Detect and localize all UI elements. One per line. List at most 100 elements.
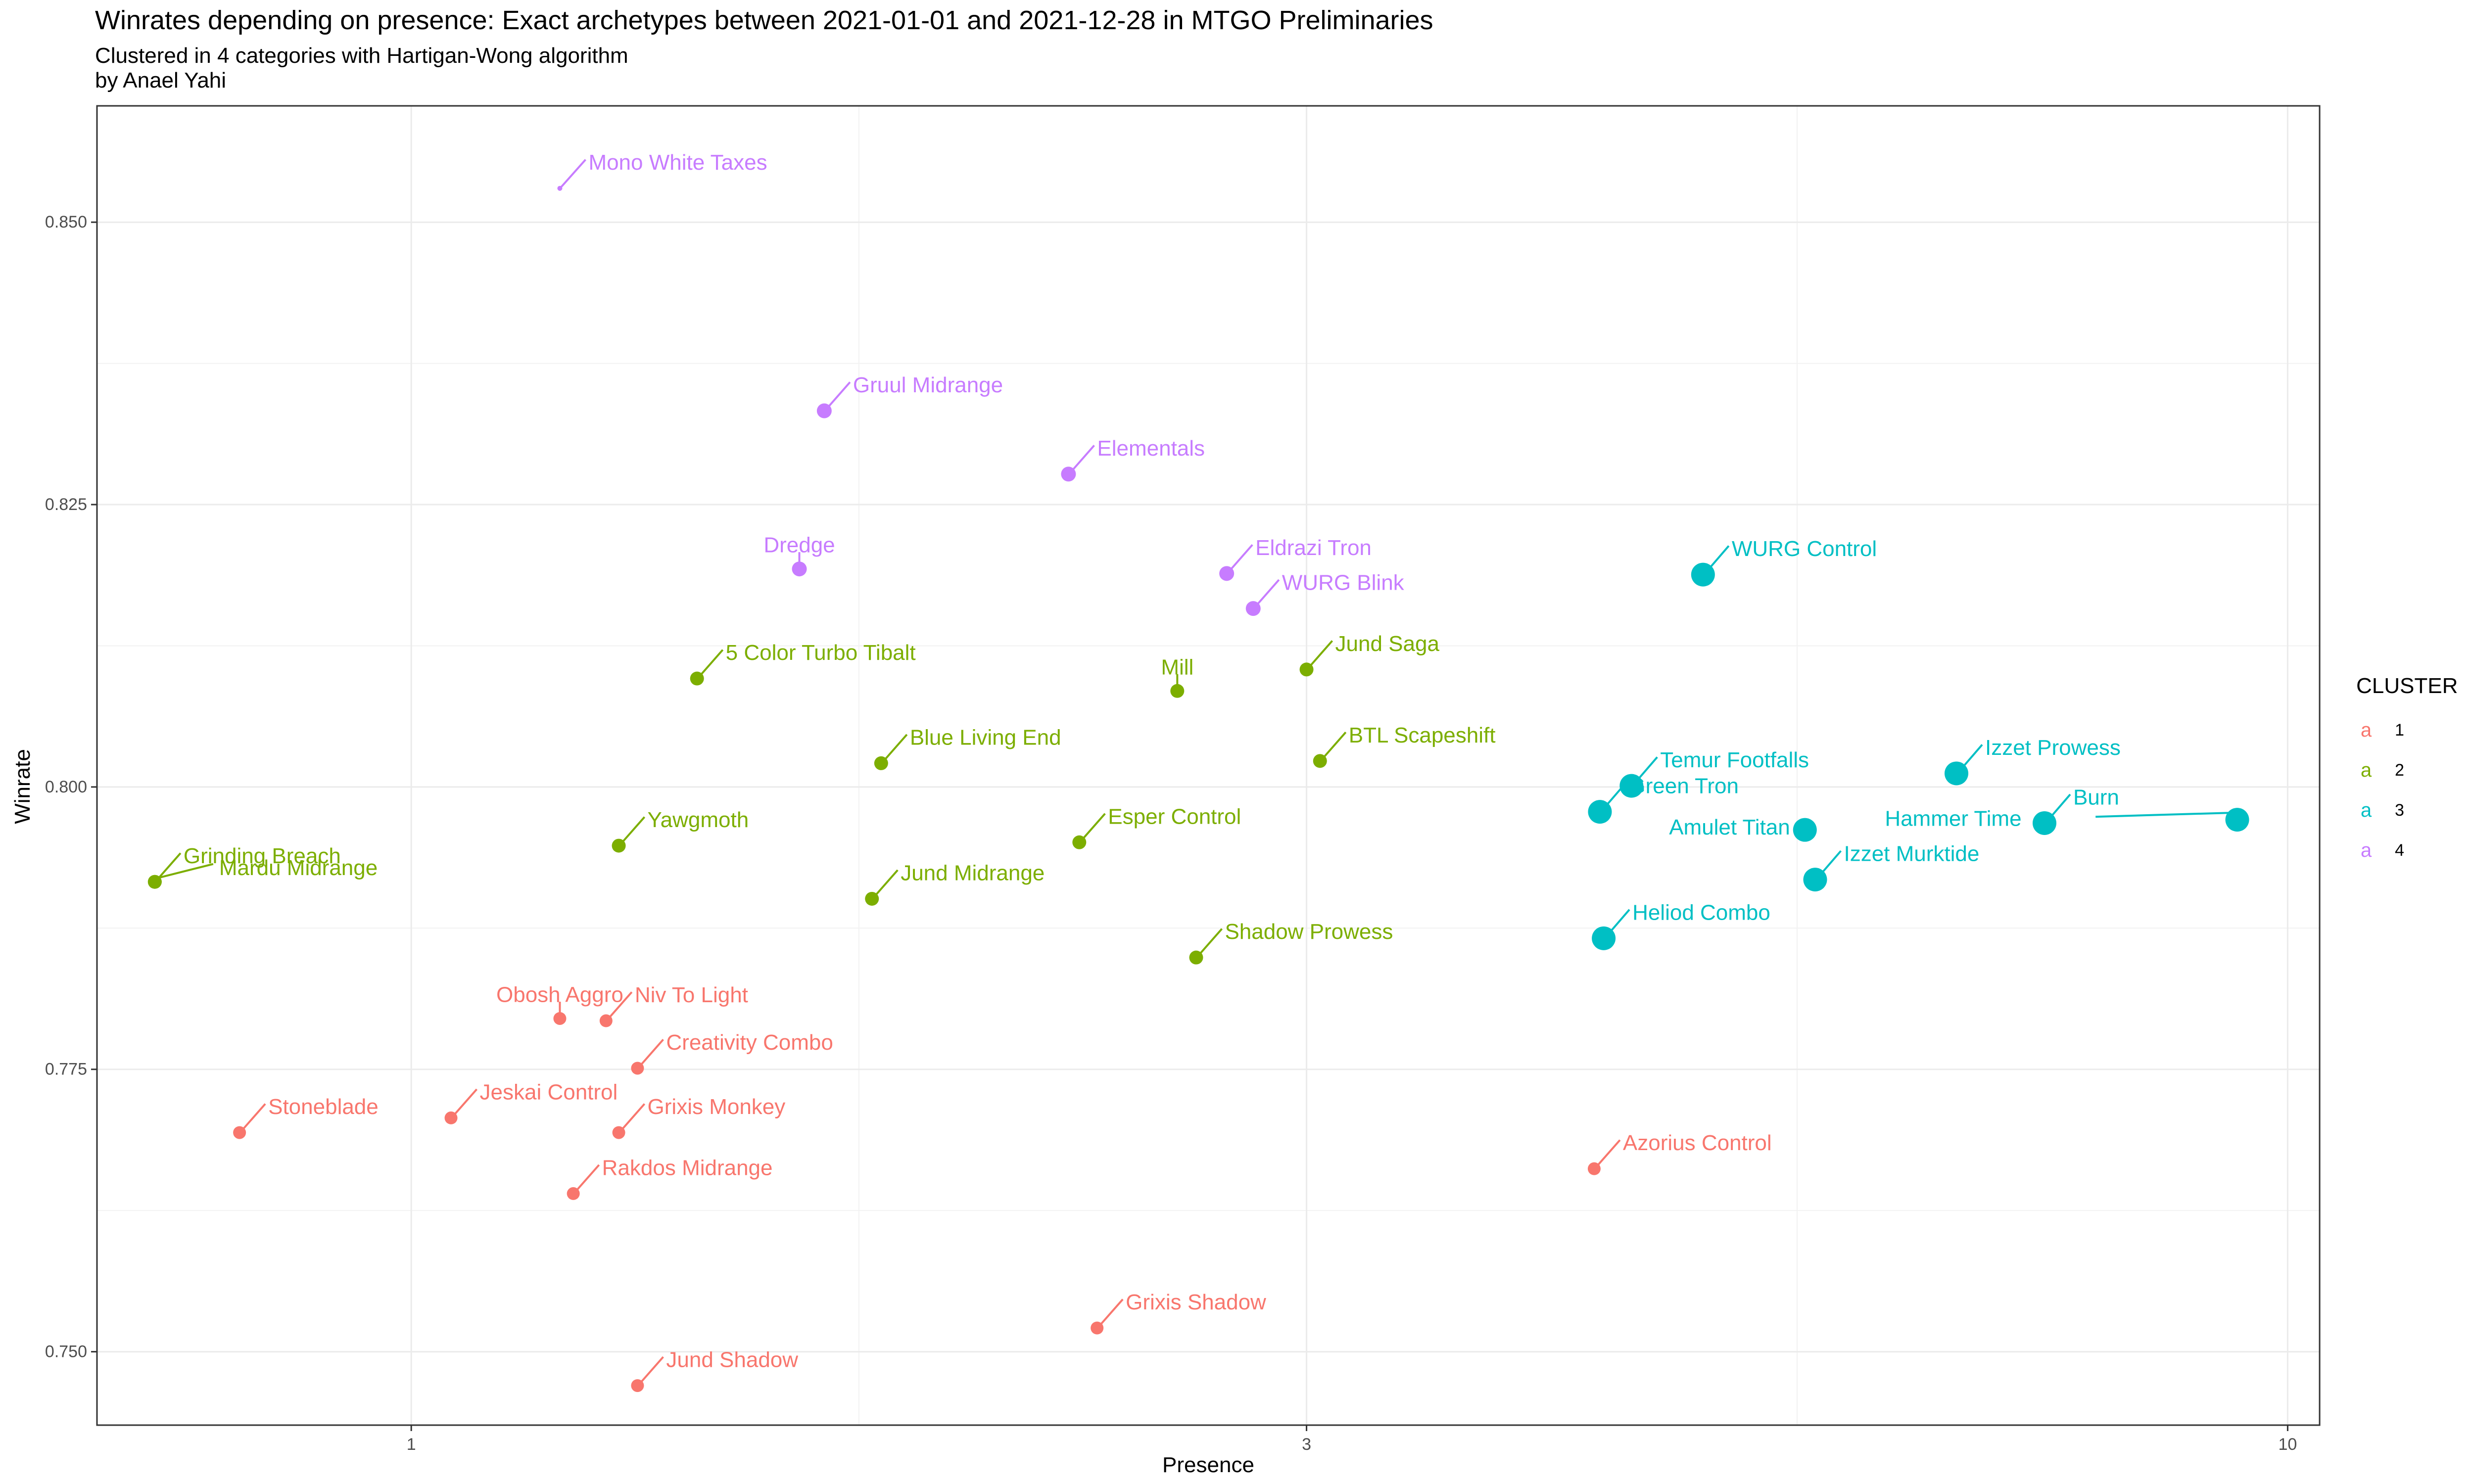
legend-key: a (2360, 759, 2372, 781)
point-label: Jund Midrange (901, 861, 1045, 885)
point-label: Mill (1161, 655, 1193, 679)
label-leader (1709, 545, 1730, 568)
data-point (599, 1014, 613, 1027)
data-point (1313, 754, 1327, 768)
label-leader (242, 1103, 266, 1130)
point-label: Azorius Control (1623, 1131, 1772, 1155)
x-axis-label: Presence (1162, 1453, 1254, 1477)
subtitle-line-2: by Anael Yahi (95, 68, 227, 93)
point-label: Izzet Murktide (1844, 842, 1979, 866)
subtitle-line-1: Clustered in 4 categories with Hartigan-… (95, 44, 628, 68)
point-label: Eldrazi Tron (1255, 536, 1372, 560)
point-label: 5 Color Turbo Tibalt (726, 641, 916, 665)
point-label: Amulet Titan (1669, 815, 1790, 839)
label-leader (828, 381, 851, 407)
y-tick-label: 0.750 (45, 1343, 87, 1361)
point-label: Jeskai Control (480, 1080, 618, 1104)
point-label: WURG Blink (1282, 571, 1405, 595)
point-label: Shadow Prowess (1225, 920, 1393, 944)
data-point (1587, 1162, 1601, 1175)
data-point (233, 1126, 246, 1139)
point-label: Mono White Taxes (588, 150, 767, 175)
label-leader (158, 863, 214, 879)
data-point (1588, 800, 1612, 824)
data-point (1091, 1321, 1104, 1335)
label-leader (1083, 813, 1106, 839)
point-label: Niv To Light (635, 983, 748, 1007)
label-leader (609, 991, 633, 1018)
legend-label: 1 (2395, 721, 2404, 740)
x-tick-label: 10 (2278, 1435, 2297, 1454)
point-label: Izzet Prowess (1985, 736, 2121, 760)
label-leader (1610, 909, 1630, 932)
point-label: Rakdos Midrange (602, 1156, 773, 1180)
data-point (1189, 950, 1203, 965)
legend-label: 4 (2395, 841, 2404, 860)
data-point (874, 756, 888, 770)
point-label: WURG Control (1732, 537, 1877, 561)
label-leader (875, 869, 899, 895)
panel-border (96, 105, 2321, 1426)
y-tick-label: 0.775 (45, 1060, 87, 1079)
point-label: Elementals (1097, 436, 1205, 461)
x-tick-label: 3 (1302, 1435, 1311, 1454)
label-leader (1638, 756, 1658, 780)
label-leader (158, 852, 182, 879)
data-point (1619, 774, 1644, 798)
label-leader (576, 1164, 600, 1191)
data-point (1299, 662, 1314, 677)
data-point (553, 1012, 567, 1025)
label-leader (621, 1103, 646, 1130)
point-label: Heliod Combo (1632, 900, 1770, 925)
label-leader (454, 1088, 478, 1115)
legend-key: a (2360, 839, 2372, 861)
point-label: Burn (2073, 785, 2119, 809)
label-leader (2095, 811, 2237, 818)
data-point (816, 403, 832, 418)
x-tick-label: 1 (407, 1435, 416, 1454)
data-point (1072, 835, 1087, 849)
data-point (1061, 466, 1076, 482)
label-leader (700, 649, 724, 675)
point-label: Green Tron (1628, 774, 1739, 798)
data-point (612, 838, 626, 853)
legend-key: a (2360, 799, 2372, 821)
data-point (1170, 684, 1185, 698)
data-point (557, 186, 563, 191)
label-leader (640, 1039, 664, 1065)
point-label: Grixis Monkey (648, 1095, 786, 1119)
label-leader (1257, 579, 1280, 605)
label-leader (1230, 544, 1253, 570)
point-label: Grixis Shadow (1126, 1290, 1266, 1314)
data-point (631, 1062, 644, 1075)
legend-label: 2 (2395, 761, 2404, 780)
y-tick-label: 0.825 (45, 495, 87, 514)
point-label: Dredge (763, 533, 835, 557)
point-label: Mardu Midrange (219, 856, 378, 880)
data-point (865, 891, 879, 906)
point-label: Esper Control (1108, 804, 1241, 829)
y-axis-label: Winrate (10, 749, 35, 824)
legend-label: 3 (2395, 801, 2404, 820)
label-leader (2050, 793, 2071, 817)
legend-key: a (2360, 719, 2372, 741)
data-point (1803, 868, 1827, 892)
point-label: Gruul Midrange (853, 373, 1003, 397)
point-label: Blue Living End (910, 725, 1061, 749)
label-leader (560, 159, 586, 188)
label-leader (1100, 1298, 1124, 1325)
data-point (147, 875, 162, 889)
label-leader (1323, 732, 1347, 758)
data-point (1245, 601, 1261, 616)
data-point (1219, 566, 1235, 581)
data-point (1592, 926, 1616, 950)
data-point (690, 671, 704, 686)
point-label: Hammer Time (1885, 807, 2021, 831)
point-label: Jund Saga (1335, 632, 1440, 656)
data-point (2225, 808, 2249, 832)
label-leader (622, 816, 646, 842)
